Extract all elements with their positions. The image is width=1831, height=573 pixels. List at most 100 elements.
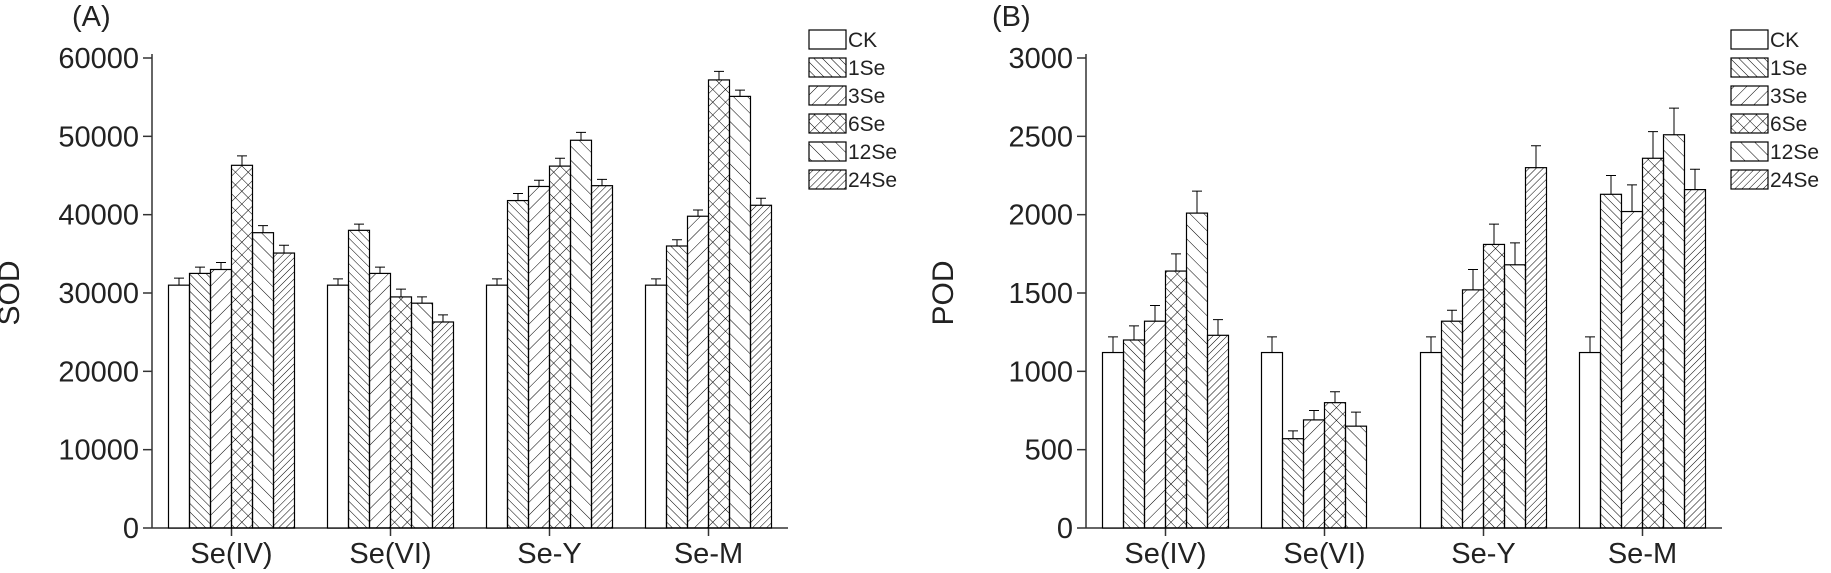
bar xyxy=(347,229,371,529)
error-bar xyxy=(1351,411,1361,427)
bar xyxy=(1482,243,1506,529)
bar xyxy=(548,165,572,529)
bar xyxy=(1206,334,1230,529)
error-bar xyxy=(258,225,268,233)
error-bar xyxy=(1585,336,1595,353)
legend-swatch xyxy=(1730,57,1769,78)
error-bar xyxy=(1213,319,1223,336)
x-tick-label: Se(IV) xyxy=(190,538,272,570)
bar xyxy=(1578,351,1602,529)
error-bar xyxy=(174,277,184,286)
bar xyxy=(1419,351,1443,529)
error-bar xyxy=(354,223,364,231)
error-bar xyxy=(1309,410,1319,420)
error-bar xyxy=(651,278,661,286)
legend-label: 12Se xyxy=(1770,141,1819,164)
bar xyxy=(1440,320,1464,529)
bar xyxy=(230,164,254,529)
bar xyxy=(1302,419,1326,529)
error-bar xyxy=(333,278,343,286)
legend-swatch xyxy=(1730,85,1769,106)
error-bar xyxy=(1171,253,1181,272)
bar xyxy=(389,296,413,529)
error-bar xyxy=(714,70,724,80)
bar xyxy=(1143,320,1167,529)
bar xyxy=(326,284,350,529)
error-bar xyxy=(1129,325,1139,340)
bar xyxy=(1503,264,1527,529)
error-bar xyxy=(1192,190,1202,214)
bar xyxy=(1281,438,1305,529)
y-axis-label: POD xyxy=(927,260,960,325)
error-bar xyxy=(1288,430,1298,439)
error-bar xyxy=(756,197,766,206)
bar xyxy=(1344,425,1368,529)
bar xyxy=(527,185,551,529)
error-bar xyxy=(1531,145,1541,168)
bar xyxy=(410,302,434,529)
error-bar xyxy=(195,266,205,274)
bar xyxy=(167,284,191,529)
bar xyxy=(1164,270,1188,529)
error-bar xyxy=(555,157,565,167)
bar xyxy=(707,79,731,529)
panel-label: (B) xyxy=(992,1,1031,33)
bar xyxy=(569,139,593,529)
x-tick-label: Se-M xyxy=(674,538,743,570)
bar xyxy=(686,215,710,529)
bar xyxy=(1620,210,1644,529)
y-tick-label: 50000 xyxy=(58,121,139,153)
error-bar xyxy=(279,244,289,254)
panel-label: (A) xyxy=(72,1,111,33)
bar xyxy=(272,252,296,529)
legend-swatch xyxy=(808,57,847,78)
y-tick-label: 40000 xyxy=(58,200,139,232)
bar xyxy=(1185,212,1209,529)
error-bar xyxy=(1150,305,1160,322)
legend-swatch xyxy=(808,169,847,190)
legend-swatch xyxy=(1730,29,1769,50)
bar xyxy=(1122,339,1146,529)
y-axis-label: SOD xyxy=(0,260,26,325)
y-tick-label: 1000 xyxy=(1008,356,1073,388)
y-tick-label: 1500 xyxy=(1008,278,1073,310)
bar xyxy=(368,272,392,529)
error-bar xyxy=(216,261,226,270)
legend-swatch xyxy=(808,113,847,134)
legend-swatch xyxy=(1730,113,1769,134)
bar xyxy=(1101,351,1125,529)
legend-label: CK xyxy=(1770,29,1799,52)
x-tick-label: Se-M xyxy=(1608,538,1677,570)
legend-swatch xyxy=(808,85,847,106)
bar xyxy=(485,284,509,529)
error-bar xyxy=(1447,309,1457,322)
error-bar xyxy=(1108,336,1118,353)
bar xyxy=(1524,167,1548,529)
x-tick-label: Se(IV) xyxy=(1124,538,1206,570)
legend-label: 3Se xyxy=(848,85,885,108)
legend-label: 1Se xyxy=(848,57,885,80)
x-tick-label: Se(VI) xyxy=(1283,538,1365,570)
error-bar xyxy=(1648,131,1658,159)
bar xyxy=(431,321,455,529)
error-bar xyxy=(1489,223,1499,245)
error-bar xyxy=(513,193,523,201)
legend-label: 1Se xyxy=(1770,57,1807,80)
error-bar xyxy=(672,239,682,246)
bar xyxy=(1683,189,1707,529)
bar xyxy=(1641,157,1665,529)
legend-swatch xyxy=(808,141,847,162)
error-bar xyxy=(735,89,745,97)
legend-label: 12Se xyxy=(848,141,897,164)
error-bar xyxy=(417,296,427,304)
bar xyxy=(1461,289,1485,529)
y-tick-label: 2000 xyxy=(1008,200,1073,232)
y-tick-label: 0 xyxy=(1057,513,1073,545)
y-tick-label: 30000 xyxy=(58,278,139,310)
error-bar xyxy=(375,266,385,274)
x-tick-label: Se(VI) xyxy=(349,538,431,570)
y-tick-label: 500 xyxy=(1025,435,1073,467)
legend-label: 24Se xyxy=(1770,169,1819,192)
y-tick-label: 20000 xyxy=(58,356,139,388)
